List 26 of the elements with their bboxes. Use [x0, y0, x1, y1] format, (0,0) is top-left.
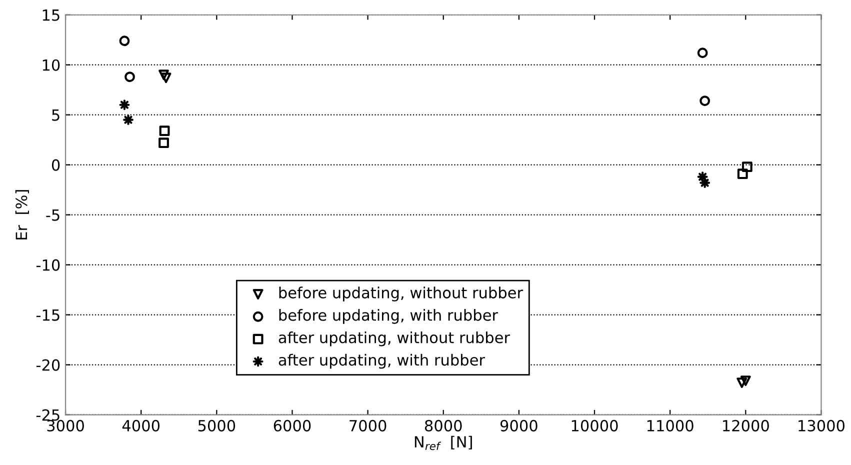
x-tick-label: 8000	[424, 420, 462, 432]
y-axis-title: Er [%]	[15, 190, 29, 240]
x-tick-label: 6000	[274, 420, 311, 432]
y-tick-label: -5	[46, 209, 60, 221]
legend-label: before updating, without rubber	[279, 286, 524, 302]
y-tick-label: -15	[36, 309, 60, 321]
x-tick-label: 10000	[572, 420, 618, 432]
y-tick-label: 15	[42, 10, 60, 21]
x-tick-label: 12000	[723, 420, 769, 432]
x-tick-label: 5000	[198, 420, 236, 432]
y-tick-label: -10	[36, 259, 60, 271]
y-tick-label: 0	[52, 159, 60, 171]
x-tick-label: 7000	[350, 420, 386, 432]
x-tick-label: 13000	[798, 420, 844, 432]
y-tick-label: 10	[42, 59, 60, 71]
y-tick-label: -25	[36, 409, 60, 421]
y-tick-label: -20	[36, 359, 60, 371]
legend-label: after updating, with rubber	[278, 354, 486, 369]
x-tick-label: 11000	[647, 420, 694, 432]
y-tick-label: 5	[52, 110, 60, 121]
x-axis-title: N$_{ref}$ [N]	[414, 436, 472, 450]
x-tick-label: 3000	[47, 420, 84, 432]
legend-label: before updating, with rubber	[279, 309, 498, 324]
legend-label: after updating, without rubber	[278, 331, 510, 346]
x-tick-label: 4000	[122, 420, 160, 432]
x-tick-label: 9000	[500, 420, 538, 432]
